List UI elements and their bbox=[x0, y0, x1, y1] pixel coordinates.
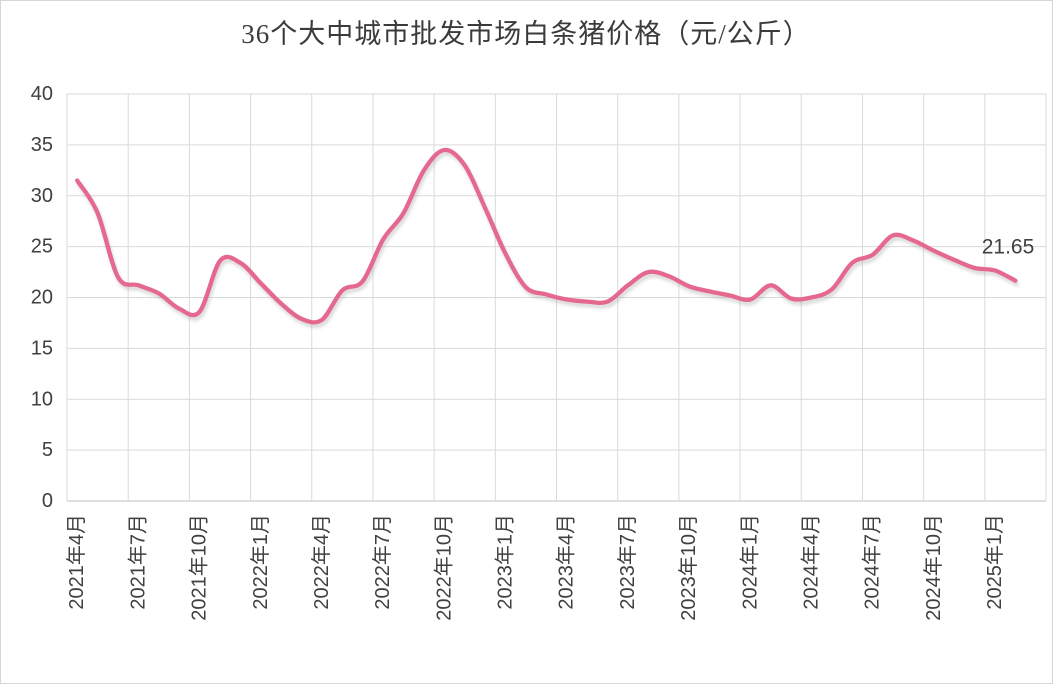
x-tick-label: 2021年10月 bbox=[188, 514, 211, 621]
price-line-shadow bbox=[76, 151, 1020, 329]
end-value-label: 21.65 bbox=[982, 236, 1035, 259]
y-tick-label: 5 bbox=[42, 439, 53, 461]
y-tick-label: 20 bbox=[31, 287, 53, 309]
y-tick-label: 0 bbox=[42, 490, 53, 512]
price-line bbox=[75, 147, 1018, 325]
x-axis-tick-labels: 2021年4月 2021年7月 2021年10月 2022年1月 2022年4月 2022… bbox=[65, 514, 1006, 621]
x-tick-label: 2022年10月 bbox=[432, 514, 455, 621]
y-tick-label: 25 bbox=[31, 236, 53, 258]
x-tick-label: 2023年1月 bbox=[494, 514, 517, 610]
x-tick-label: 2023年4月 bbox=[555, 514, 578, 610]
x-tick-label: 2023年10月 bbox=[677, 514, 700, 621]
y-tick-label: 10 bbox=[31, 388, 53, 410]
x-tick-label: 2024年7月 bbox=[861, 514, 884, 610]
x-tick-label: 2024年1月 bbox=[738, 514, 761, 610]
x-tick-label: 2022年7月 bbox=[371, 514, 394, 610]
x-tick-label: 2021年4月 bbox=[65, 514, 88, 610]
y-tick-label: 15 bbox=[31, 337, 53, 359]
y-tick-label: 30 bbox=[31, 185, 53, 207]
x-tick-label: 2024年10月 bbox=[922, 514, 945, 621]
x-tick-label: 2022年4月 bbox=[310, 514, 333, 610]
x-tick-label: 2022年1月 bbox=[249, 514, 272, 610]
y-tick-label: 40 bbox=[31, 83, 53, 105]
x-tick-label: 2021年7月 bbox=[126, 514, 149, 610]
chart-title: 36个大中城市批发市场白条猪价格（元/公斤） bbox=[241, 19, 811, 49]
y-axis-tick-labels: 0 5 10 15 20 25 30 35 40 bbox=[31, 83, 53, 512]
x-tick-label: 2023年7月 bbox=[616, 514, 639, 610]
y-tick-label: 35 bbox=[31, 134, 53, 156]
x-tick-label: 2025年1月 bbox=[983, 514, 1006, 610]
price-series bbox=[75, 147, 1020, 329]
x-tick-label: 2024年4月 bbox=[799, 514, 822, 610]
